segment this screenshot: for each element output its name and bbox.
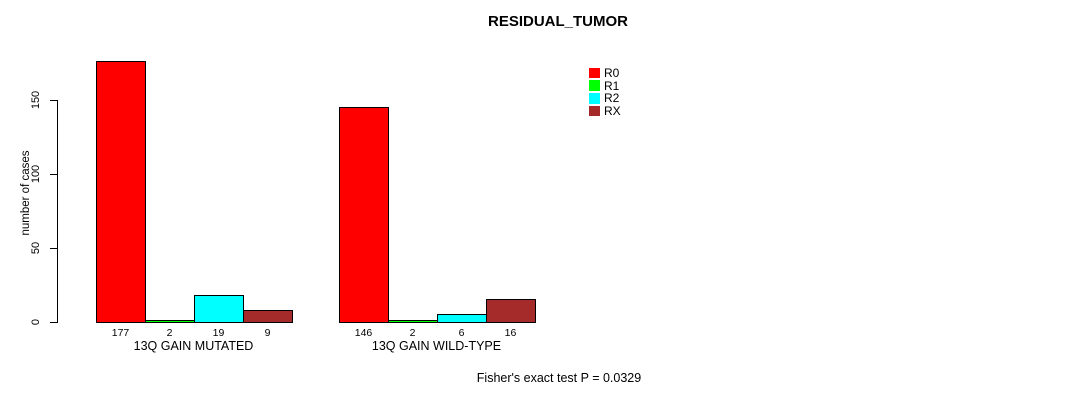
legend-item-r0: R0 xyxy=(589,67,619,79)
legend-swatch-r2 xyxy=(589,93,600,104)
bar-value-label: 16 xyxy=(504,326,517,339)
bar-r1-group2 xyxy=(387,320,438,324)
bar-value-label: 19 xyxy=(212,326,225,339)
bar-r1-group1 xyxy=(144,320,195,324)
bar-value-label: 177 xyxy=(111,326,130,339)
y-tick-mark xyxy=(49,99,58,101)
bar-rx-group2 xyxy=(485,299,536,324)
legend-label: R1 xyxy=(604,78,620,93)
y-tick-label: 150 xyxy=(30,91,42,110)
stat-annotation: Fisher's exact test P = 0.0329 xyxy=(476,371,642,385)
bar-value-label: 2 xyxy=(409,326,416,339)
y-axis-label: number of cases xyxy=(20,150,32,236)
legend-swatch-rx xyxy=(589,105,600,117)
y-tick-mark xyxy=(49,247,58,249)
chart-title: RESIDUAL_TUMOR xyxy=(487,13,629,30)
group-label: 13Q GAIN MUTATED xyxy=(133,339,254,353)
y-tick-label: 50 xyxy=(30,242,42,255)
legend-label: RX xyxy=(604,104,621,119)
y-tick-label: 100 xyxy=(30,165,42,184)
bar-rx-group1 xyxy=(242,310,293,324)
legend-swatch-r0 xyxy=(589,67,600,79)
group-label: 13Q GAIN WILD-TYPE xyxy=(371,339,502,353)
legend-label: R0 xyxy=(604,66,620,80)
y-axis-line xyxy=(57,100,59,323)
bar-value-label: 9 xyxy=(264,326,271,339)
legend-item-rx: RX xyxy=(589,105,621,117)
bar-value-label: 146 xyxy=(354,326,373,339)
y-tick-mark xyxy=(49,321,58,323)
y-tick-mark xyxy=(49,173,58,175)
legend-label: R2 xyxy=(604,91,620,106)
legend-item-r2: R2 xyxy=(589,92,619,104)
bar-r2-group1 xyxy=(193,295,244,324)
legend-swatch-r1 xyxy=(589,80,600,91)
bar-r0-group1 xyxy=(95,61,146,324)
bar-r0-group2 xyxy=(338,107,389,324)
bar-value-label: 6 xyxy=(458,326,465,339)
legend-item-r1: R1 xyxy=(589,80,619,92)
bar-value-label: 2 xyxy=(166,326,173,339)
y-tick-label: 0 xyxy=(30,319,42,326)
bar-r2-group2 xyxy=(436,314,487,324)
